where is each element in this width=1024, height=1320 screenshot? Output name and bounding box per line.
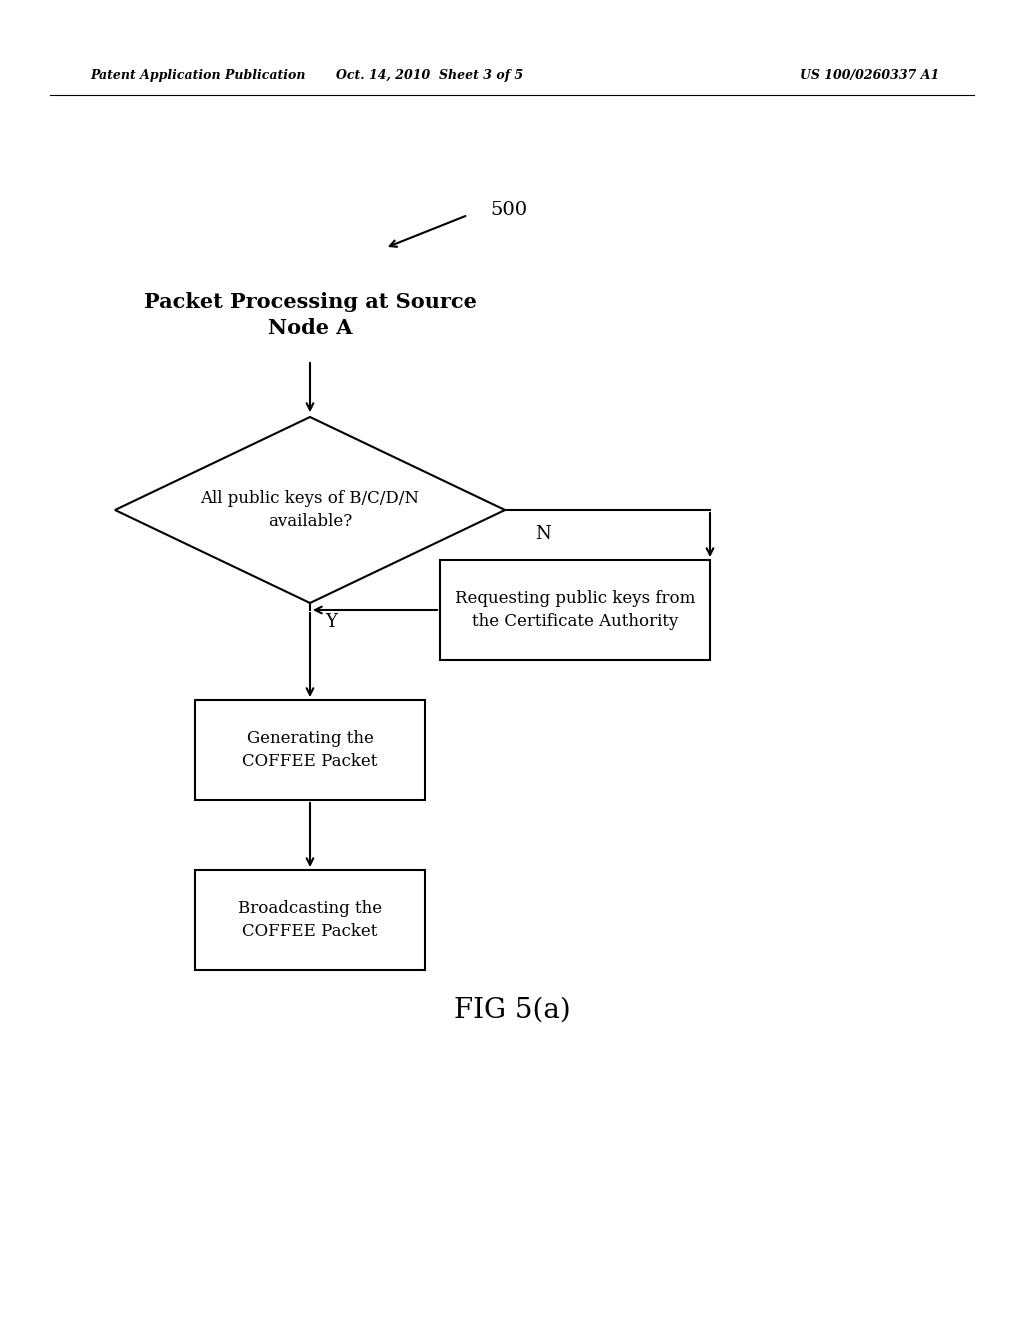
Text: Broadcasting the
COFFEE Packet: Broadcasting the COFFEE Packet xyxy=(238,900,382,940)
Text: FIG 5(a): FIG 5(a) xyxy=(454,997,570,1023)
Text: Oct. 14, 2010  Sheet 3 of 5: Oct. 14, 2010 Sheet 3 of 5 xyxy=(336,69,523,82)
Text: Patent Application Publication: Patent Application Publication xyxy=(90,69,305,82)
Text: 500: 500 xyxy=(490,201,527,219)
Text: All public keys of B/C/D/N
available?: All public keys of B/C/D/N available? xyxy=(201,491,420,529)
Text: Y: Y xyxy=(325,612,337,631)
FancyBboxPatch shape xyxy=(195,870,425,970)
FancyBboxPatch shape xyxy=(195,700,425,800)
Text: US 100/0260337 A1: US 100/0260337 A1 xyxy=(801,69,940,82)
Text: Packet Processing at Source
Node A: Packet Processing at Source Node A xyxy=(143,292,476,338)
Text: Requesting public keys from
the Certificate Authority: Requesting public keys from the Certific… xyxy=(455,590,695,630)
Text: N: N xyxy=(535,525,551,543)
Text: Generating the
COFFEE Packet: Generating the COFFEE Packet xyxy=(243,730,378,770)
FancyBboxPatch shape xyxy=(440,560,710,660)
